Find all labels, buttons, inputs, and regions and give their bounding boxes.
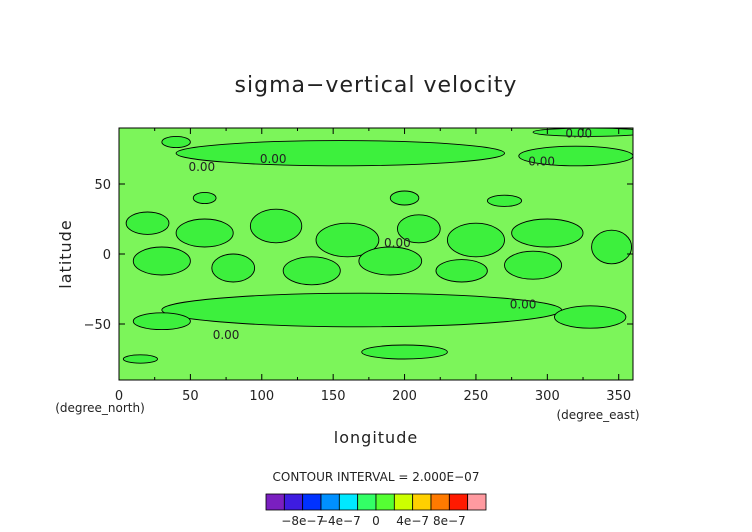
- contour-region-3: [532, 128, 633, 137]
- color-swatch-1: [283, 493, 304, 511]
- contour-region-22: [122, 354, 159, 364]
- x-tick-label-2: 100: [249, 389, 274, 404]
- x-axis-label: longitude: [334, 428, 418, 447]
- contour-region-20: [554, 305, 627, 329]
- y-tick-label-0: 50: [94, 178, 111, 193]
- contour-label-5: 0.00: [510, 297, 537, 311]
- contour-region-2: [161, 135, 191, 149]
- color-swatch-11: [467, 493, 487, 511]
- contour-region-0: [175, 140, 505, 167]
- colorbar-tick-label-3: 4e−7: [396, 514, 429, 528]
- colorbar-tick-label-4: 8e−7: [433, 514, 466, 528]
- contour-region-18: [161, 292, 563, 328]
- contour-region-9: [446, 222, 505, 258]
- contour-label-1: 0.00: [260, 152, 287, 166]
- colorbar-tick-label-0: −8e−7: [281, 514, 324, 528]
- x-tick-label-6: 300: [535, 389, 560, 404]
- color-swatch-0: [265, 493, 285, 511]
- contour-region-24: [389, 190, 420, 206]
- contour-region-21: [361, 344, 448, 360]
- contour-region-16: [435, 259, 488, 283]
- contour-label-3: 0.00: [528, 155, 555, 169]
- x-tick-label-3: 150: [321, 389, 346, 404]
- contour-region-5: [175, 218, 234, 248]
- x-tick-label-1: 50: [182, 389, 199, 404]
- y-tick-label-2: −50: [84, 318, 111, 333]
- plot-area: [119, 128, 633, 380]
- y-axis-label: latitude: [56, 219, 75, 288]
- color-swatch-2: [302, 493, 322, 511]
- contour-region-1: [518, 145, 633, 167]
- color-swatch-10: [448, 493, 469, 511]
- x-tick-label-4: 200: [392, 389, 417, 404]
- contour-region-19: [132, 312, 191, 331]
- x-tick-label-5: 250: [464, 389, 489, 404]
- color-scale: [265, 493, 487, 511]
- contour-region-12: [132, 246, 191, 276]
- color-swatch-8: [412, 493, 432, 511]
- contour-region-4: [125, 211, 170, 235]
- contour-region-15: [358, 246, 423, 276]
- colorbar-tick-label-1: −4e−7: [318, 514, 361, 528]
- colorbar-tick-label-2: 0: [372, 514, 380, 528]
- contour-region-8: [396, 214, 441, 244]
- contour-region-17: [504, 250, 563, 280]
- x-tick-label-0: 0: [115, 389, 123, 404]
- color-swatch-3: [320, 493, 340, 511]
- color-swatch-7: [393, 493, 414, 511]
- contour-region-23: [192, 191, 217, 205]
- contour-interval-text: CONTOUR INTERVAL = 2.000E−07: [273, 470, 480, 484]
- y-tick-label-1: 0: [103, 248, 111, 263]
- contour-region-13: [211, 253, 256, 283]
- contour-region-14: [282, 256, 341, 286]
- contour-region-25: [486, 194, 523, 207]
- x-unit-label: (degree_east): [556, 408, 639, 422]
- contour-region-11: [591, 229, 633, 265]
- contour-region-6: [249, 208, 303, 244]
- color-swatch-6: [375, 493, 395, 511]
- x-tick-label-7: 350: [606, 389, 631, 404]
- y-unit-label: (degree_north): [55, 401, 145, 415]
- contour-region-10: [511, 218, 584, 248]
- contour-region-7: [315, 222, 380, 258]
- contour-label-0: 0.00: [565, 127, 592, 141]
- contour-label-2: 0.00: [188, 160, 215, 174]
- chart-title: sigma−vertical velocity: [235, 73, 518, 98]
- color-swatch-5: [357, 493, 377, 511]
- contour-label-6: 0.00: [213, 328, 240, 342]
- contour-label-4: 0.00: [384, 236, 411, 250]
- color-swatch-4: [338, 493, 359, 511]
- color-swatch-9: [430, 493, 450, 511]
